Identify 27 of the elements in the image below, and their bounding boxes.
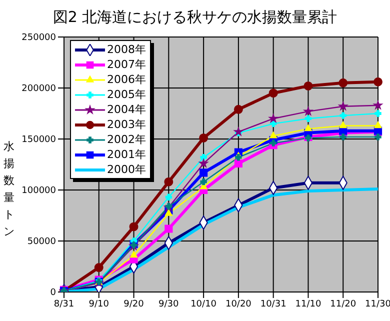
x-tick-label: 9/30 xyxy=(158,299,180,310)
x-tick-label: 10/10 xyxy=(190,299,217,310)
legend-label: 2002年 xyxy=(107,132,146,147)
y-tick-label: 0 xyxy=(50,288,56,298)
x-tick-label: 10/20 xyxy=(225,299,252,310)
y-tick-label: 200000 xyxy=(22,84,56,94)
x-tick-label: 10/31 xyxy=(260,299,286,310)
y-tick-label: 250000 xyxy=(22,33,56,44)
legend-label: 2001年 xyxy=(107,147,146,162)
legend-label: 2003年 xyxy=(107,117,146,132)
y-tick-label: 50000 xyxy=(27,237,56,248)
legend-label: 2008年 xyxy=(107,42,146,57)
x-tick-label: 11/20 xyxy=(330,299,356,310)
x-tick-label: 11/30 xyxy=(365,299,390,310)
legend-label: 2000年 xyxy=(107,162,146,177)
legend-label: 2006年 xyxy=(107,72,146,87)
x-tick-label: 9/10 xyxy=(88,299,110,310)
chart-title: 図2 北海道における秋サケの水揚数量累計 xyxy=(52,8,338,27)
x-tick-label: 11/10 xyxy=(295,299,322,310)
y-axis-title: 水揚数量トン xyxy=(4,140,14,238)
x-tick-label: 9/20 xyxy=(124,299,144,310)
legend-label: 2007年 xyxy=(107,57,146,72)
y-tick-label: 100000 xyxy=(22,186,56,196)
legend-label: 2005年 xyxy=(107,87,146,102)
x-tick-label: 8/31 xyxy=(54,299,74,310)
legend-label: 2004年 xyxy=(107,102,146,117)
y-tick-label: 150000 xyxy=(22,135,56,146)
